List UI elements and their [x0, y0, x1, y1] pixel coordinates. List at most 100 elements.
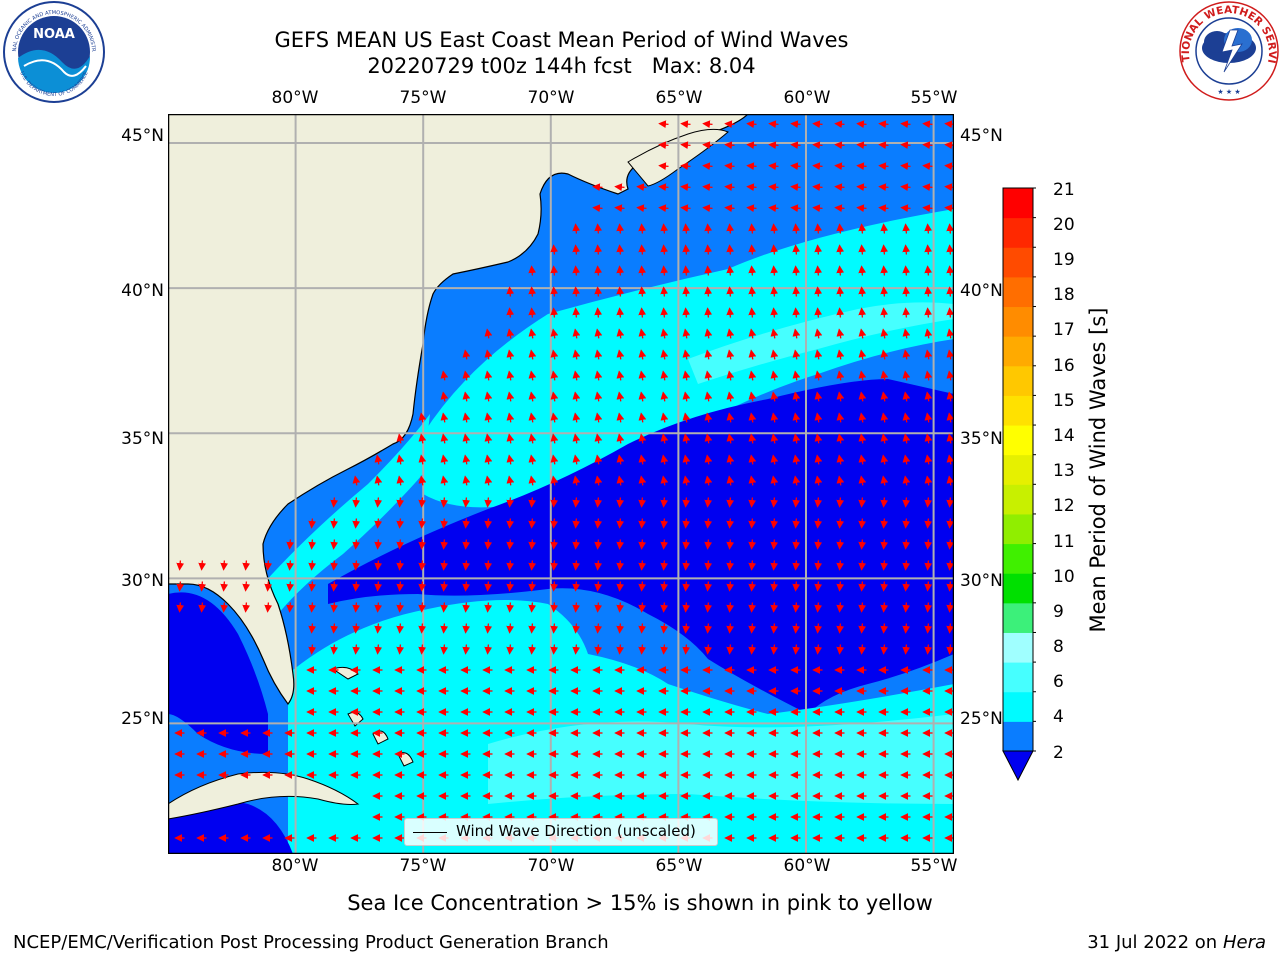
colorbar-tick-label: 2	[1053, 743, 1064, 763]
lon-label-bottom: 70°W	[527, 856, 575, 876]
wind-wave-arrow	[770, 497, 779, 508]
wind-wave-arrow	[880, 497, 889, 508]
wind-wave-arrow	[374, 497, 383, 508]
wind-wave-arrow	[792, 370, 801, 381]
wind-wave-arrow	[176, 581, 185, 592]
wind-wave-arrow	[352, 475, 361, 486]
wind-wave-arrow	[550, 475, 559, 486]
wind-wave-arrow	[418, 518, 427, 529]
wind-wave-arrow	[506, 412, 515, 423]
wind-wave-arrow	[902, 265, 911, 276]
wind-wave-arrow	[902, 412, 911, 423]
wind-wave-arrow	[726, 328, 735, 339]
wind-wave-arrow	[462, 623, 471, 634]
wind-wave-arrow	[770, 518, 779, 529]
wind-wave-arrow	[924, 454, 933, 465]
wind-wave-arrow	[682, 223, 691, 234]
wind-wave-arrow	[506, 581, 515, 592]
wind-wave-arrow	[880, 370, 889, 381]
wind-wave-arrow	[704, 581, 713, 592]
wind-wave-arrow	[878, 162, 889, 171]
land-bahamas	[331, 666, 414, 767]
wind-wave-arrow	[594, 307, 603, 318]
lat-label-left: 25°N	[121, 709, 164, 729]
wind-wave-arrow	[462, 391, 471, 402]
wind-wave-arrow	[946, 391, 954, 402]
wind-wave-arrow	[682, 581, 691, 592]
wind-wave-arrow	[682, 244, 691, 255]
wind-wave-arrow	[858, 602, 867, 613]
wind-wave-arrow	[902, 391, 911, 402]
colorbar-tick-label: 14	[1053, 426, 1075, 446]
wind-wave-arrow	[616, 644, 625, 655]
wind-wave-arrow	[550, 328, 559, 339]
wind-wave-arrow	[572, 391, 581, 402]
colorbar-segment	[1003, 632, 1033, 663]
wind-wave-arrow	[726, 370, 735, 381]
wind-wave-arrow	[836, 539, 845, 550]
wind-wave-arrow	[484, 454, 493, 465]
wind-wave-arrow	[900, 162, 911, 171]
wind-wave-arrow	[946, 518, 954, 529]
wind-wave-arrow	[748, 581, 757, 592]
wind-wave-arrow	[616, 328, 625, 339]
wind-wave-arrow	[418, 644, 427, 655]
wind-wave-arrow	[748, 623, 757, 634]
wind-wave-arrow	[726, 412, 735, 423]
colorbar-segment	[1003, 365, 1033, 396]
wind-wave-arrow	[528, 581, 537, 592]
wind-wave-arrow	[352, 560, 361, 571]
wind-wave-arrow	[704, 223, 713, 234]
ocean-period-4-6-coastal	[263, 414, 430, 614]
wind-wave-arrow	[572, 349, 581, 360]
wind-wave-arrow	[594, 623, 603, 634]
colorbar-under-extension	[1002, 750, 1034, 782]
wind-wave-arrow	[550, 623, 559, 634]
wind-wave-arrow	[594, 644, 603, 655]
wind-wave-arrow	[924, 328, 933, 339]
wind-wave-arrow	[396, 539, 405, 550]
wind-wave-arrow	[924, 391, 933, 402]
wind-wave-arrow	[880, 475, 889, 486]
colorbar-tick-label: 18	[1053, 285, 1075, 305]
wind-wave-arrow	[856, 183, 867, 192]
wind-wave-arrow	[790, 183, 801, 192]
wind-wave-arrow	[704, 349, 713, 360]
wind-wave-arrow	[330, 518, 339, 529]
wind-wave-arrow	[528, 265, 537, 276]
wind-wave-arrow	[770, 644, 779, 655]
wind-wave-arrow	[924, 518, 933, 529]
wind-wave-arrow	[484, 433, 493, 444]
wind-wave-arrow	[902, 244, 911, 255]
colorbar-tick-label: 12	[1053, 496, 1075, 516]
wind-wave-arrow	[484, 349, 493, 360]
wind-wave-arrow	[616, 286, 625, 297]
map-legend: Wind Wave Direction (unscaled)	[404, 818, 718, 846]
wind-wave-arrow	[836, 602, 845, 613]
wind-wave-arrow	[638, 539, 647, 550]
lon-label-bottom: 60°W	[783, 856, 831, 876]
land-cuba	[168, 771, 360, 820]
wind-wave-arrow	[836, 560, 845, 571]
wind-wave-arrow	[660, 644, 669, 655]
wind-wave-arrow	[506, 623, 515, 634]
wind-wave-arrow	[748, 412, 757, 423]
wind-wave-arrow	[308, 560, 317, 571]
wind-wave-arrow	[660, 370, 669, 381]
wind-wave-arrow	[922, 162, 933, 171]
wind-wave-arrow	[638, 412, 647, 423]
wind-wave-arrow	[704, 475, 713, 486]
wind-wave-arrow	[704, 560, 713, 571]
wind-wave-arrow	[880, 286, 889, 297]
wind-wave-arrow	[924, 497, 933, 508]
wind-wave-arrow	[878, 204, 889, 213]
wind-wave-arrow	[858, 244, 867, 255]
wind-wave-arrow	[836, 412, 845, 423]
wind-wave-arrow	[924, 412, 933, 423]
wind-wave-arrow	[770, 307, 779, 318]
wind-wave-arrow	[880, 560, 889, 571]
wind-wave-arrow	[770, 391, 779, 402]
colorbar-tick-label: 10	[1053, 567, 1075, 587]
wind-wave-arrow	[726, 265, 735, 276]
lon-label-bottom: 80°W	[271, 856, 319, 876]
